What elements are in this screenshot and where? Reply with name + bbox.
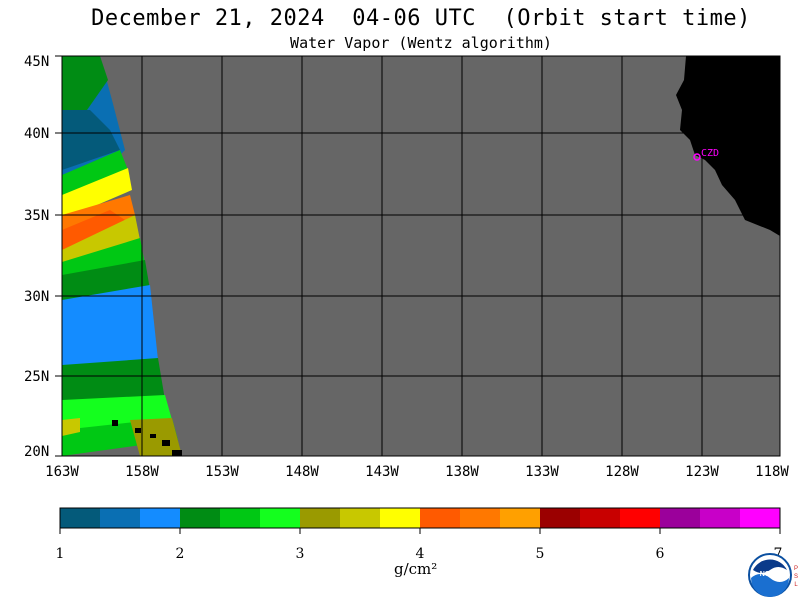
lon-label-153w: 153W	[205, 464, 239, 480]
swath-yellow-band	[62, 168, 132, 220]
colorbar-tick-label: 1	[56, 546, 65, 562]
lon-label-143w: 143W	[365, 464, 399, 480]
lon-label-118w: 118W	[755, 464, 789, 480]
swath-yellow-south	[62, 418, 80, 436]
colorbar-swatch	[540, 508, 581, 528]
colorbar-swatch	[220, 508, 261, 528]
svg-text:S: S	[794, 574, 798, 580]
colorbar-tick-label: 7	[774, 546, 783, 562]
map-gridlines	[62, 56, 780, 456]
station-label: CZD	[701, 148, 719, 159]
colorbar-tick-label: 6	[656, 546, 665, 562]
colorbar-swatch	[660, 508, 701, 528]
lon-label-128w: 128W	[605, 464, 639, 480]
lat-label-20n: 20N	[24, 444, 49, 460]
lat-label-45n: 45N	[24, 54, 49, 70]
colorbar-swatch	[180, 508, 221, 528]
colorbar	[59, 507, 781, 529]
hawaii-islands	[112, 420, 182, 456]
lon-label-148w: 148W	[285, 464, 319, 480]
swath-redorange-band	[62, 210, 125, 250]
colorbar-unit: g/cm²	[394, 560, 438, 578]
lat-label-30n: 30N	[24, 289, 49, 305]
colorbar-swatch	[580, 508, 621, 528]
swath-data	[62, 56, 182, 456]
colorbar-swatch	[60, 508, 101, 528]
lat-label-40n: 40N	[24, 126, 49, 142]
colorbar-swatch	[100, 508, 141, 528]
swath-green-band	[62, 150, 128, 200]
colorbar-swatch	[420, 508, 461, 528]
colorbar-tick-label: 2	[176, 546, 185, 562]
colorbar-tick-label: 4	[416, 546, 425, 562]
noaa-logo: NOAA P S L	[748, 553, 798, 597]
swath-teal-band	[62, 110, 120, 170]
page-title: December 21, 2024 04-06 UTC (Orbit start…	[91, 6, 751, 31]
tick-marks	[55, 55, 62, 457]
colorbar-swatch	[700, 508, 741, 528]
svg-text:NOAA: NOAA	[760, 571, 781, 578]
colorbar-swatch	[740, 508, 781, 528]
map-frame	[61, 55, 781, 457]
lon-label-158w: 158W	[125, 464, 159, 480]
lat-label-25n: 25N	[24, 369, 49, 385]
lat-label-35n: 35N	[24, 208, 49, 224]
station-marker	[693, 153, 701, 161]
colorbar-tick-label: 5	[536, 546, 545, 562]
swath-blue-south	[62, 285, 158, 368]
lon-label-123w: 123W	[685, 464, 719, 480]
colorbar-swatch	[260, 508, 301, 528]
colorbar-swatch	[620, 508, 661, 528]
map-ocean	[62, 56, 780, 456]
page-subtitle: Water Vapor (Wentz algorithm)	[290, 34, 552, 52]
lon-label-133w: 133W	[525, 464, 559, 480]
colorbar-swatch	[140, 508, 181, 528]
colorbar-swatch	[340, 508, 381, 528]
colorbar-ticks: 1 2 3 4 5 6 7	[56, 528, 783, 562]
colorbar-swatch	[460, 508, 501, 528]
svg-text:L: L	[794, 582, 798, 588]
lon-label-163w: 163W	[45, 464, 79, 480]
colorbar-swatch	[300, 508, 341, 528]
colorbar-swatch	[380, 508, 421, 528]
colorbar-tick-label: 3	[296, 546, 305, 562]
colorbar-swatch	[500, 508, 541, 528]
swath-green-north	[62, 56, 108, 120]
lon-label-138w: 138W	[445, 464, 479, 480]
swath-olive-band	[62, 215, 140, 265]
svg-text:P: P	[794, 566, 798, 572]
